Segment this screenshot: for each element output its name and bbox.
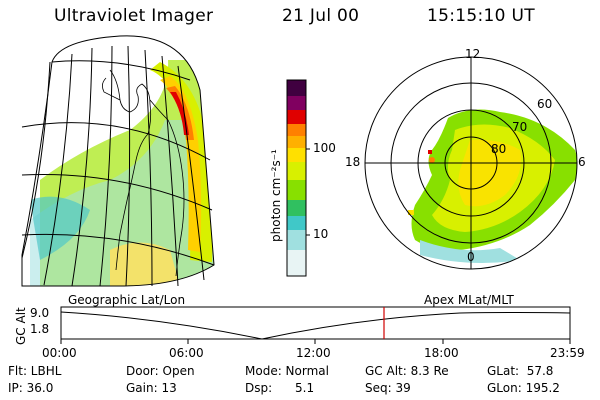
time-tick-0000: 00:00 bbox=[42, 346, 77, 360]
coastline bbox=[102, 69, 185, 277]
mlt-label-6: 6 bbox=[578, 155, 586, 169]
colorbar-label: photon cm⁻²s⁻¹ bbox=[269, 149, 283, 242]
lat-label-80: 80 bbox=[491, 142, 507, 156]
instrument-title: Ultraviolet Imager bbox=[54, 6, 214, 26]
time-tick-2359: 23:59 bbox=[550, 346, 585, 360]
info-mode: Mode: Normal bbox=[245, 364, 329, 378]
color-scale-bar bbox=[286, 79, 310, 277]
mlt-label-12: 12 bbox=[465, 47, 481, 61]
observation-date: 21 Jul 00 bbox=[282, 6, 360, 26]
geographic-caption: Geographic Lat/Lon bbox=[68, 293, 186, 307]
mlt-label-0: 0 bbox=[467, 250, 475, 264]
info-gcalt: GC Alt: 8.3 Re bbox=[365, 364, 449, 378]
altitude-ytick-1-8: 1.8 bbox=[30, 322, 50, 336]
apex-caption: Apex MLat/MLT bbox=[424, 293, 514, 307]
geographic-map bbox=[21, 35, 215, 287]
info-seq: Seq: 39 bbox=[365, 381, 411, 395]
geographic-map-outline bbox=[21, 35, 215, 287]
info-dsp: Dsp: 5.1 bbox=[245, 381, 315, 395]
colorbar-tick-100: 100 bbox=[313, 141, 336, 155]
colorbar-tick-10: 10 bbox=[313, 227, 329, 241]
polar-grid bbox=[364, 56, 578, 270]
info-door: Door: Open bbox=[126, 364, 195, 378]
altitude-plot bbox=[60, 306, 571, 344]
time-tick-0600: 06:00 bbox=[169, 346, 204, 360]
polar-map bbox=[364, 56, 578, 270]
info-ip: IP: 36.0 bbox=[8, 381, 54, 395]
lat-label-70: 70 bbox=[512, 120, 528, 134]
altitude-ytick-9: 9.0 bbox=[30, 306, 50, 320]
mlt-label-18: 18 bbox=[345, 155, 361, 169]
time-tick-1200: 12:00 bbox=[296, 346, 331, 360]
info-gain: Gain: 13 bbox=[126, 381, 177, 395]
observation-time: 15:15:10 UT bbox=[427, 6, 535, 26]
info-glon: GLon: 195.2 bbox=[487, 381, 560, 395]
lat-label-60: 60 bbox=[537, 97, 553, 111]
time-tick-1800: 18:00 bbox=[424, 346, 459, 360]
altitude-ylabel: GC Alt bbox=[14, 307, 28, 345]
info-flt: Flt: LBHL bbox=[8, 364, 62, 378]
altitude-curve bbox=[60, 311, 571, 340]
info-glat: GLat: 57.8 bbox=[487, 364, 554, 378]
